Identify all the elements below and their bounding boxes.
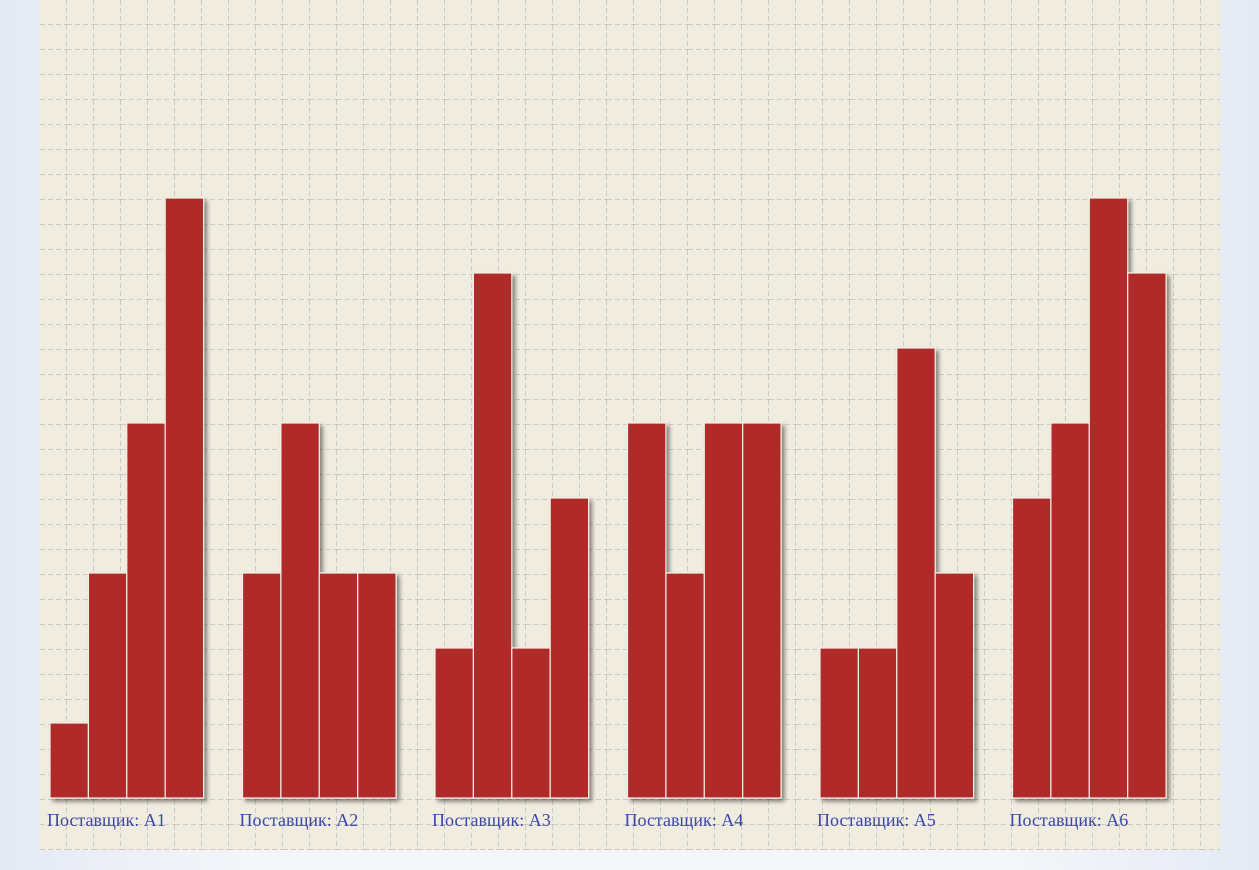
x-tick-label: Поставщик: A4 [625, 810, 744, 830]
x-tick-label: Поставщик: A2 [240, 810, 359, 830]
bar [626, 422, 667, 799]
bar [857, 647, 898, 799]
bar-group [626, 422, 782, 799]
bar [703, 422, 744, 799]
bar [1127, 272, 1167, 799]
bar [357, 572, 397, 799]
bar [164, 197, 205, 799]
bar [819, 647, 860, 799]
bar [49, 722, 90, 799]
bar [934, 572, 975, 799]
x-tick-label: Поставщик: A5 [817, 810, 936, 830]
bar [511, 647, 551, 799]
bar [1088, 197, 1129, 799]
bar-group [434, 272, 590, 799]
bar [1050, 422, 1090, 799]
x-tick-label: Поставщик: A1 [47, 810, 166, 830]
bar [742, 422, 782, 799]
bar-group [1011, 197, 1167, 799]
x-tick-label: Поставщик: A3 [432, 810, 551, 830]
x-tick-label: Поставщик: A6 [1010, 810, 1129, 830]
bar [1011, 497, 1052, 799]
bar [318, 572, 359, 799]
bar [434, 647, 475, 799]
bar [280, 422, 320, 799]
bar-group [819, 347, 975, 799]
bar [87, 572, 128, 799]
bar-group [241, 422, 397, 799]
bar-group [49, 197, 205, 799]
bar [472, 272, 513, 799]
bar [896, 347, 936, 799]
bar [665, 572, 705, 799]
bar [126, 422, 166, 799]
bar [549, 497, 590, 799]
bar [241, 572, 282, 799]
